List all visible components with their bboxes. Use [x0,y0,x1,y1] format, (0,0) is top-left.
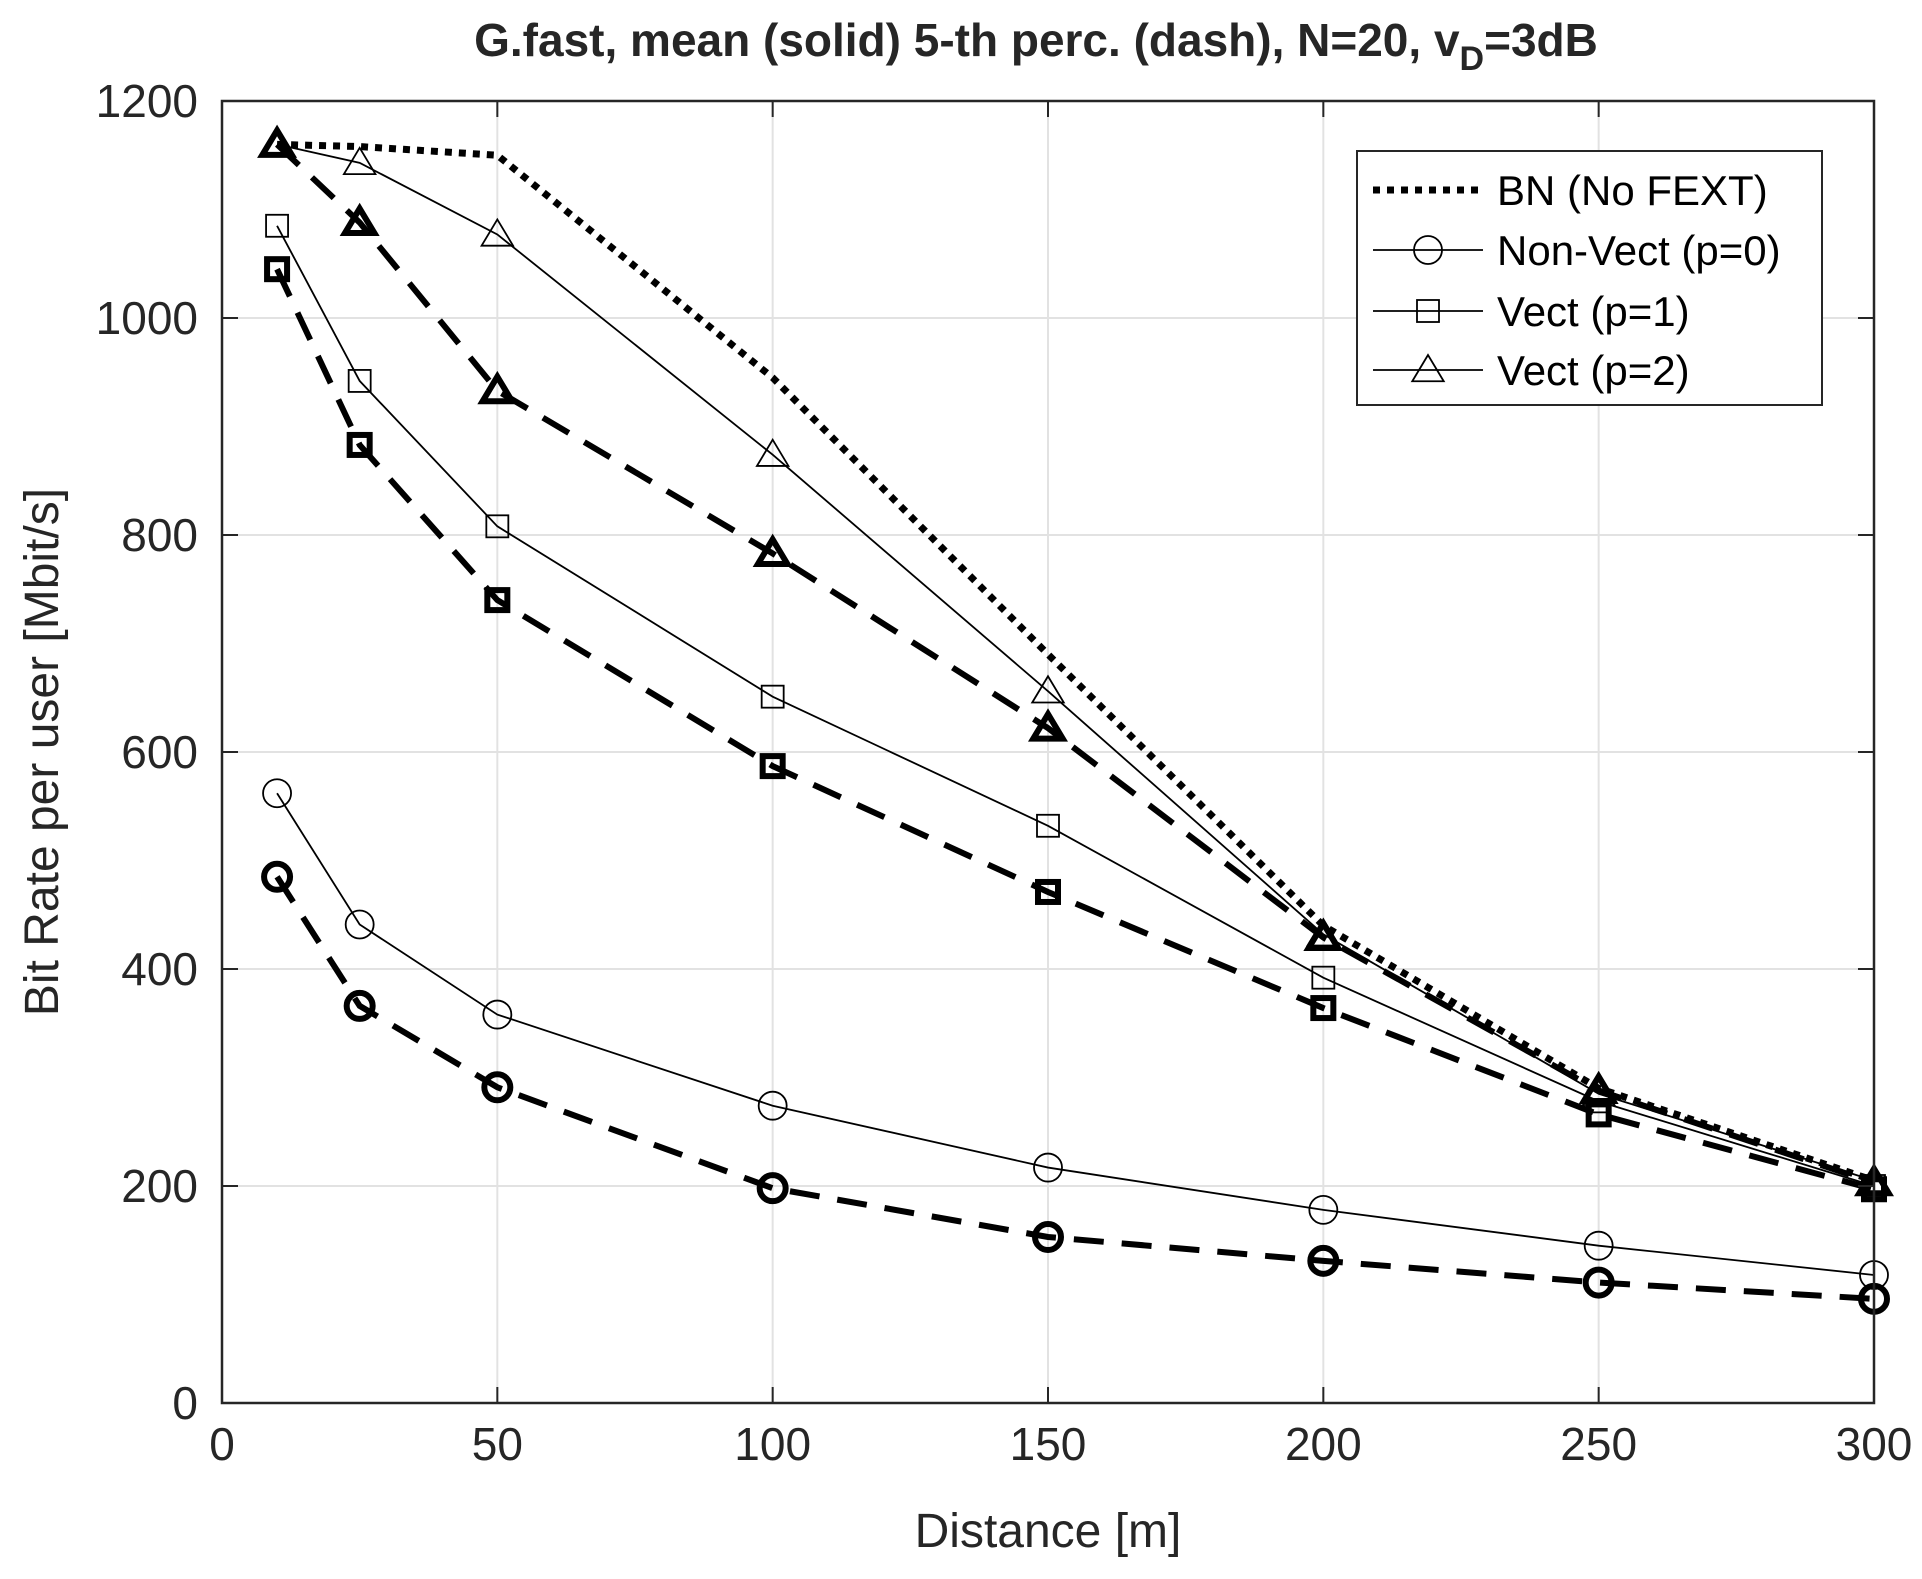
series-non-vect-p-0 [262,778,1889,1290]
series-point-circle [1307,1244,1340,1277]
series-point-square [484,587,511,614]
series-point-circle [1413,235,1443,265]
series-point-circle [1032,1220,1064,1253]
series-point-square [1311,965,1336,990]
x-tick-label: 100 [734,1418,811,1470]
legend-item-non-vect-p-0: Non-Vect (p=0) [1373,227,1781,274]
series-point-triangle [1028,708,1068,742]
legend-item-vect-p-2: Vect (p=2) [1373,347,1690,394]
series-point-square [485,514,510,539]
series-point-circle [343,989,376,1022]
series-point-triangle [1303,917,1344,952]
legend-label: Vect (p=2) [1497,347,1690,394]
series-point-circle [262,778,292,809]
legend-label: BN (No FEXT) [1497,167,1768,214]
series-line [274,267,1875,1193]
series-point-square [346,431,373,458]
series-point-square [1035,878,1061,905]
legend-item-vect-p-1: Vect (p=1) [1373,288,1690,335]
series-point-circle [1582,1266,1615,1299]
y-axis-label: Bit Rate per user [Mbit/s] [16,488,69,1016]
series-point-triangle [755,437,791,467]
series-point-square [1036,813,1060,838]
series-line [276,225,1875,1187]
y-tick-label: 600 [121,726,198,778]
series-point-square [347,369,372,393]
y-tick-label: 1000 [96,292,198,344]
series-point-triangle [342,146,378,175]
x-tick-label: 0 [209,1418,235,1470]
series-point-square [265,213,289,238]
ticks: 0 50 100 150 200 250 300 0 200 400 600 800 1000 1200 [96,75,1913,1470]
series-layer [257,124,1894,1315]
series-point-circle [757,1090,788,1121]
chart-title: G.fast, mean (solid) 5-th perc. (dash), … [474,14,1598,78]
series-point-triangle [1030,674,1066,704]
series-line [275,142,1875,1186]
legend-item-bn-no-fext: BN (No FEXT) [1373,167,1768,214]
series-point-triangle [257,124,298,158]
series-point-circle [482,999,513,1030]
series-point-triangle [479,217,515,247]
series-point-square [1416,299,1440,323]
series-point-triangle [1578,1070,1619,1105]
series-point-circle [261,860,294,893]
series-point-triangle [1410,353,1446,383]
y-tick-label: 1200 [96,75,198,127]
series-point-circle [1033,1152,1063,1183]
series-point-triangle [339,202,380,237]
legend-label: Non-Vect (p=0) [1497,227,1781,274]
series-point-square [264,256,291,283]
x-tick-label: 50 [472,1418,523,1470]
series-point-circle [756,1172,789,1205]
y-tick-label: 800 [121,509,198,561]
series-point-circle [1308,1194,1339,1225]
series-point-circle [344,909,375,940]
legend-label: Vect (p=1) [1497,288,1690,335]
series-point-square [1310,995,1337,1022]
series-line [276,792,1875,1276]
x-tick-label: 200 [1285,1418,1362,1470]
y-tick-label: 200 [121,1160,198,1212]
y-tick-label: 0 [172,1377,198,1429]
x-tick-label: 150 [1010,1418,1087,1470]
series-point-square [760,684,785,709]
series-line [274,875,1875,1302]
x-tick-label: 250 [1560,1418,1637,1470]
series-point-square [1585,1101,1612,1128]
x-tick-label: 300 [1836,1418,1913,1470]
series-point-circle [1583,1230,1614,1261]
series-point-triangle [477,370,518,405]
y-tick-label: 400 [121,943,198,995]
x-axis-label: Distance [m] [915,1505,1182,1558]
series-point-circle [481,1071,514,1104]
legend: BN (No FEXT) Non-Vect (p=0) Vect (p=1) Vect… [1356,150,1823,406]
series-point-square [759,753,786,780]
series-vect-p-2-5-th-perc [257,124,1894,1197]
series-point-triangle [752,533,793,567]
